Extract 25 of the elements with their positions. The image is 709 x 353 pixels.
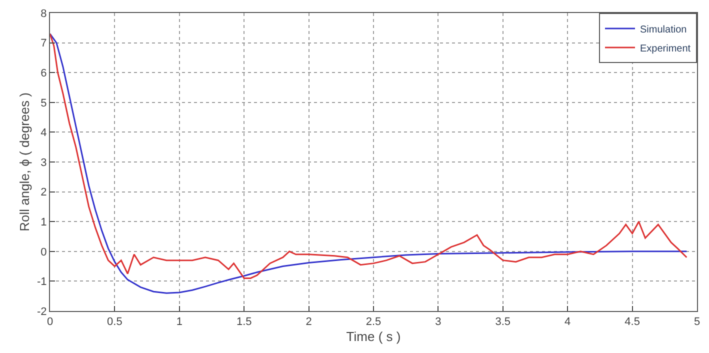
x-tick-label: 5: [694, 316, 700, 328]
y-tick-label: 1: [40, 216, 47, 228]
x-tick-label: 0.5: [107, 316, 122, 328]
legend-label: Simulation: [640, 24, 687, 36]
y-tick-label: 4: [40, 127, 47, 140]
y-tick-label: 6: [40, 67, 47, 80]
x-tick-label: 4.5: [624, 316, 640, 328]
x-tick-label: 3.5: [495, 316, 511, 328]
y-tick-label: -2: [37, 306, 47, 318]
y-tick-label: -1: [37, 276, 47, 288]
x-tick-label: 2.5: [366, 316, 382, 328]
y-tick-label: 7: [40, 38, 47, 50]
x-axis-title: Time ( s ): [346, 328, 401, 344]
x-tick-label: 2: [306, 316, 312, 328]
x-tick-label: 4: [564, 316, 571, 328]
legend-label: Experiment: [640, 43, 691, 54]
x-tick-label: 3: [435, 316, 442, 328]
y-tick-label: 2: [40, 186, 47, 199]
y-tick-label: 3: [40, 156, 47, 169]
y-tick-label: 0: [40, 246, 47, 258]
y-tick-label: 5: [40, 97, 47, 110]
x-tick-label: 1: [176, 316, 182, 328]
y-axis-title: Roll angle, ϕ ( degrees ): [16, 92, 32, 232]
y-tick-label: 8: [40, 8, 47, 20]
x-tick-label: 1.5: [236, 316, 252, 328]
